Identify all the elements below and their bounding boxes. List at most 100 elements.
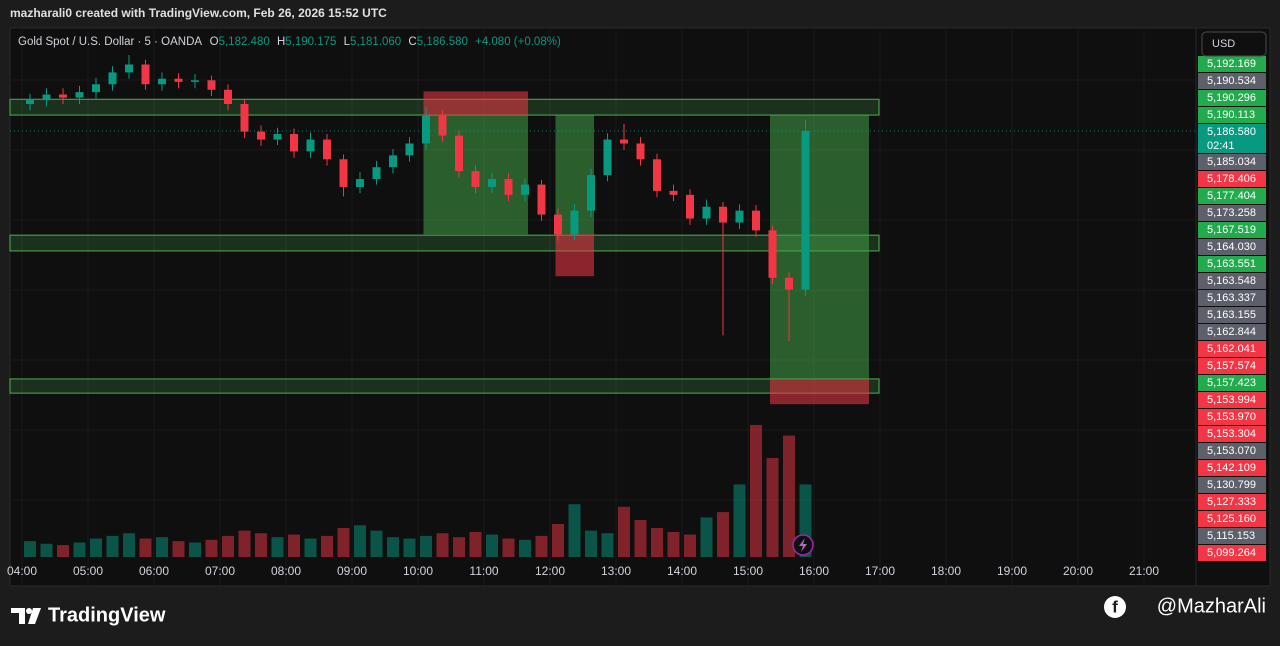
facebook-icon — [1104, 596, 1126, 618]
x-tick-label: 09:00 — [337, 564, 367, 578]
x-tick-label: 12:00 — [535, 564, 565, 578]
candle-body — [785, 277, 793, 290]
price-label-bg — [1198, 494, 1266, 510]
price-label: 5,163.155 — [1207, 309, 1256, 321]
price-label: 5,130.799 — [1207, 479, 1256, 491]
volume-bar — [354, 525, 366, 557]
price-label-bg — [1198, 477, 1266, 493]
price-label: 5,167.519 — [1207, 224, 1256, 236]
candle-body — [125, 64, 133, 73]
price-label: 5,163.551 — [1207, 258, 1256, 270]
volume-bar — [370, 530, 383, 557]
price-label-bg — [1198, 409, 1266, 425]
volume-bar — [172, 541, 185, 557]
countdown: 02:41 — [1207, 140, 1235, 152]
candle-body — [191, 80, 199, 82]
volume-bar — [601, 533, 614, 557]
price-label: 5,190.113 — [1207, 109, 1255, 121]
candle-body — [174, 78, 183, 82]
volume-bar — [783, 435, 795, 557]
price-label-bg — [1198, 307, 1266, 323]
tv-logo — [11, 608, 41, 624]
price-label: 5,163.548 — [1207, 275, 1256, 287]
candle-body — [752, 210, 760, 231]
lightning — [799, 538, 807, 552]
facebook-f: f — [1112, 597, 1118, 616]
volume-bar — [684, 534, 696, 557]
price-label: 5,125.160 — [1207, 513, 1256, 525]
candle-body — [339, 159, 348, 187]
price-label-bg — [1198, 239, 1266, 255]
volume-bar — [651, 527, 663, 557]
price-label-bg — [1198, 205, 1266, 221]
price-label: 5,190.534 — [1207, 75, 1256, 87]
candle-body — [141, 64, 150, 85]
volume-bar — [40, 543, 53, 557]
candle-body — [75, 92, 84, 98]
price-label: 5,164.030 — [1207, 241, 1256, 253]
l-label: L — [344, 36, 351, 48]
x-tick-label: 14:00 — [667, 564, 697, 578]
price-label-bg — [1198, 324, 1266, 340]
position-stop — [555, 234, 594, 277]
volume-bar — [205, 539, 218, 557]
volume-bar — [222, 535, 234, 557]
c-label: C — [408, 36, 416, 48]
candle-body — [158, 78, 166, 85]
candle-body — [438, 115, 447, 136]
candle-body — [603, 139, 612, 176]
candle-body — [356, 179, 364, 187]
handle: @MazharAli — [1157, 595, 1266, 617]
candle-body — [768, 230, 777, 278]
price-label: 5,163.337 — [1207, 292, 1256, 304]
candle-body — [257, 131, 265, 140]
volume-bar — [57, 545, 69, 557]
price-label-bg — [1198, 392, 1266, 408]
price-label-bg — [1198, 341, 1266, 357]
volume-bar — [238, 530, 251, 557]
price-label-bg — [1198, 171, 1266, 187]
price-label: 5,115.153 — [1207, 530, 1255, 542]
candle-body — [570, 210, 579, 235]
volume-bar — [568, 504, 581, 557]
price-scale: 5,192.169 5,190.534 5,190.296 5,190.113 5,18… — [1198, 56, 1266, 561]
x-tick-label: 10:00 — [403, 564, 433, 578]
candle-body — [504, 179, 513, 195]
price-label-bg — [1198, 375, 1266, 391]
symbol-legend: Gold Spot / U.S. Dollar · 5 · OANDA O5,1… — [18, 36, 561, 48]
x-tick-label: 21:00 — [1129, 564, 1159, 578]
tv-logo-v — [28, 608, 41, 624]
volume-bar — [304, 538, 317, 557]
volume-bar — [156, 537, 168, 557]
currency-button[interactable] — [1201, 31, 1267, 57]
candle-body — [306, 139, 315, 152]
x-tick-label: 15:00 — [733, 564, 763, 578]
x-tick-label: 13:00 — [601, 564, 631, 578]
candles — [10, 55, 1196, 341]
volume-bar — [519, 539, 531, 557]
zone — [9, 378, 880, 394]
candle-body — [801, 131, 810, 290]
price-label: 5,186.580 — [1207, 126, 1256, 138]
candle-body — [224, 89, 232, 104]
position-stop — [423, 91, 528, 116]
brand: TradingView — [48, 604, 166, 626]
low: 5,181.060 — [350, 36, 401, 48]
currency[interactable]: USD — [1212, 38, 1235, 50]
high: 5,190.175 — [285, 36, 336, 48]
position-target — [770, 115, 869, 379]
x-tick-label: 05:00 — [73, 564, 103, 578]
price-label-bg — [1198, 290, 1266, 306]
close: 5,186.580 — [417, 36, 468, 48]
x-tick-label: 18:00 — [931, 564, 961, 578]
price-label-bg — [1198, 73, 1266, 89]
price-label-bg — [1198, 545, 1266, 561]
volume-bar — [552, 524, 564, 557]
candle-body — [735, 210, 744, 223]
volume-bar — [436, 533, 449, 557]
x-tick-label: 20:00 — [1063, 564, 1093, 578]
volume-bar — [420, 535, 432, 557]
candle-body — [372, 167, 381, 180]
volume-bar — [255, 533, 267, 557]
